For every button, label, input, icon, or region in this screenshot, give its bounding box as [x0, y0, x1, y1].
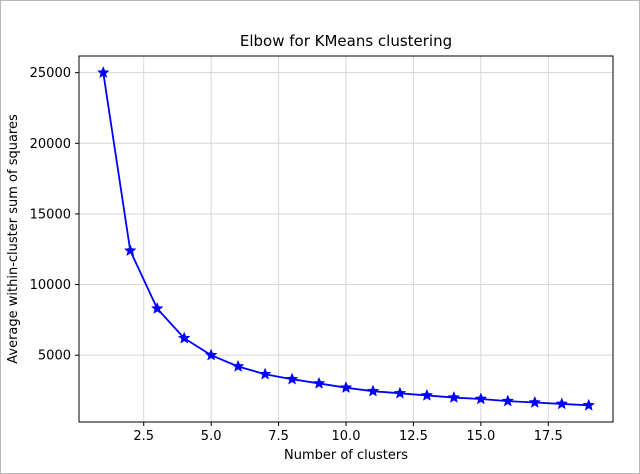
x-tick-label: 17.5 [534, 429, 563, 444]
data-point-marker [285, 372, 299, 385]
x-tick-label: 2.5 [133, 429, 154, 444]
y-tick-label: 10000 [30, 278, 71, 293]
y-axis-label: Average within-cluster sum of squares [6, 114, 21, 364]
data-point-marker [555, 397, 569, 410]
data-point-marker [474, 392, 488, 405]
data-point-marker [150, 301, 164, 314]
axis-layer: 2.5 5.0 7.5 10.0 12.5 15.0 17.5 5000 10000 15000 2… [30, 55, 614, 444]
data-point-marker [312, 376, 326, 389]
data-series-layer [96, 65, 596, 411]
data-point-marker [204, 348, 218, 361]
data-point-marker [501, 394, 515, 407]
y-tick-label: 20000 [30, 137, 71, 152]
data-point-marker [258, 367, 272, 380]
y-tick-label: 15000 [30, 207, 71, 222]
y-tick-label: 25000 [30, 66, 71, 81]
x-tick-label: 5.0 [201, 429, 222, 444]
x-tick-label: 10.0 [332, 429, 361, 444]
x-axis-label: Number of clusters [284, 448, 408, 463]
data-point-marker [528, 395, 542, 408]
data-point-marker [231, 359, 245, 372]
data-point-marker [420, 388, 434, 401]
grid-layer [79, 56, 613, 422]
data-point-marker [123, 243, 137, 257]
data-point-marker [366, 384, 380, 397]
data-point-marker [582, 398, 596, 411]
x-tick-label: 7.5 [268, 429, 289, 444]
x-tick-label: 12.5 [399, 429, 428, 444]
data-point-marker [447, 390, 461, 403]
data-point-marker [177, 331, 191, 344]
x-tick-label: 15.0 [466, 429, 495, 444]
data-point-marker [393, 386, 407, 399]
y-tick-label: 5000 [38, 349, 71, 364]
data-point-marker [339, 380, 353, 394]
chart-title: Elbow for KMeans clustering [240, 32, 452, 50]
data-point-marker [96, 65, 110, 79]
